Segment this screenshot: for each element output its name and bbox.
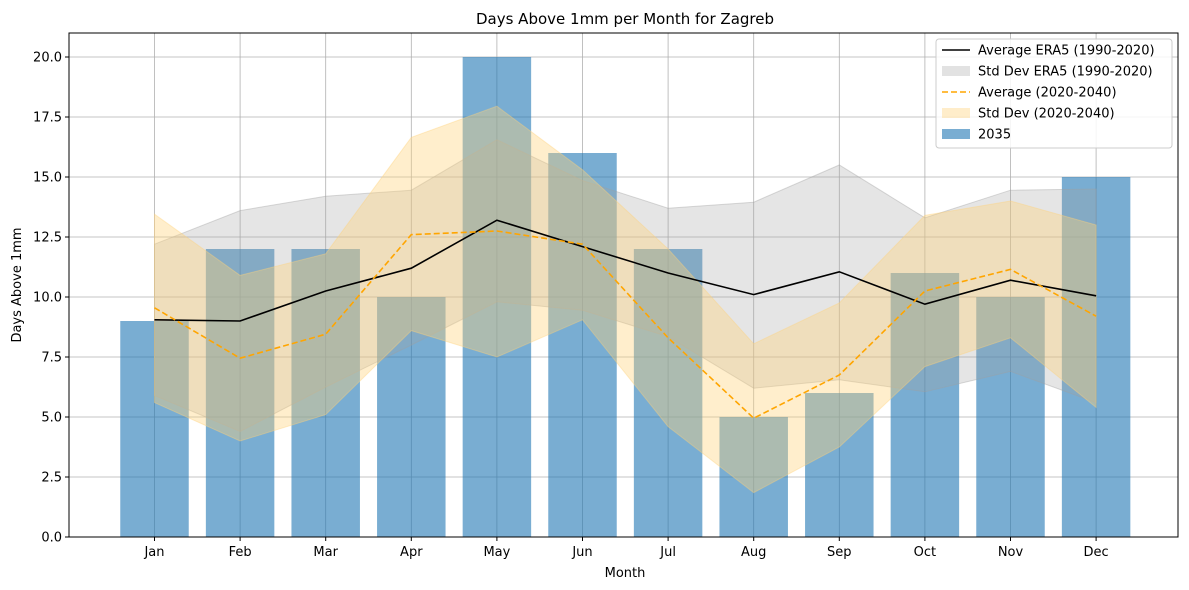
bar-Jul [633, 249, 703, 537]
y-tick-label: 20.0 [33, 51, 62, 66]
bar-Feb [205, 249, 275, 537]
bar-May [462, 57, 532, 537]
bar-Aug [719, 417, 788, 537]
y-tick-label: 12.5 [33, 231, 62, 246]
chart-title: Days Above 1mm per Month for Zagreb [476, 10, 774, 28]
bar-Dec [1061, 177, 1131, 537]
bands [154, 105, 1097, 494]
y-tick-label: 5.0 [41, 411, 62, 426]
legend: Average ERA5 (1990-2020) Std Dev ERA5 (19… [935, 38, 1173, 149]
legend-box [935, 38, 1173, 149]
y-tick-label: 15.0 [33, 171, 62, 186]
bar-Mar [291, 249, 360, 537]
legend-swatch [942, 66, 970, 76]
x-tick-label: Mar [313, 545, 338, 560]
legend-label: 2035 [978, 128, 1011, 143]
x-tick-label: Nov [998, 545, 1024, 560]
bar-Sep [805, 393, 874, 537]
ticks: Jan Feb Mar Apr May Jun Jul Aug Sep Oct Nov Dec 0.0 2… [33, 51, 1109, 561]
x-tick-label: Jun [571, 545, 592, 560]
series-line-2 [154, 230, 1097, 420]
series-line-1 [154, 219, 1097, 322]
std-band-1 [154, 139, 1097, 432]
y-tick-label: 17.5 [33, 111, 62, 126]
legend-label: Average ERA5 (1990-2020) [978, 44, 1155, 59]
legend-label: Std Dev (2020-2040) [978, 107, 1115, 122]
y-axis-label: Days Above 1mm [10, 227, 25, 342]
bar-Nov [976, 297, 1045, 537]
legend-swatch [942, 108, 970, 118]
legend-label: Average (2020-2040) [978, 86, 1117, 101]
bar-Jun [548, 153, 617, 537]
bars [120, 57, 1131, 537]
x-tick-label: Jan [143, 545, 164, 560]
x-tick-label: Aug [741, 545, 766, 560]
axes [68, 32, 1179, 538]
x-axis-label: Month [605, 566, 646, 581]
legend-swatch [942, 129, 970, 139]
std-band-2 [154, 105, 1097, 494]
x-tick-label: Dec [1084, 545, 1109, 560]
y-tick-label: 10.0 [33, 291, 62, 306]
x-tick-label: Feb [229, 545, 252, 560]
y-tick-label: 0.0 [41, 531, 62, 546]
bar-Apr [377, 297, 446, 537]
lines [154, 219, 1097, 420]
x-tick-label: Sep [827, 545, 852, 560]
x-tick-label: Oct [914, 545, 936, 560]
bar-Oct [890, 273, 960, 537]
x-tick-label: May [483, 545, 510, 560]
legend-label: Std Dev ERA5 (1990-2020) [978, 65, 1153, 80]
bar-Jan [120, 321, 189, 537]
y-tick-label: 7.5 [41, 351, 62, 366]
x-tick-label: Jul [659, 545, 676, 560]
x-tick-label: Apr [400, 545, 423, 560]
plot-frame [68, 32, 1179, 538]
y-tick-label: 2.5 [41, 471, 62, 486]
